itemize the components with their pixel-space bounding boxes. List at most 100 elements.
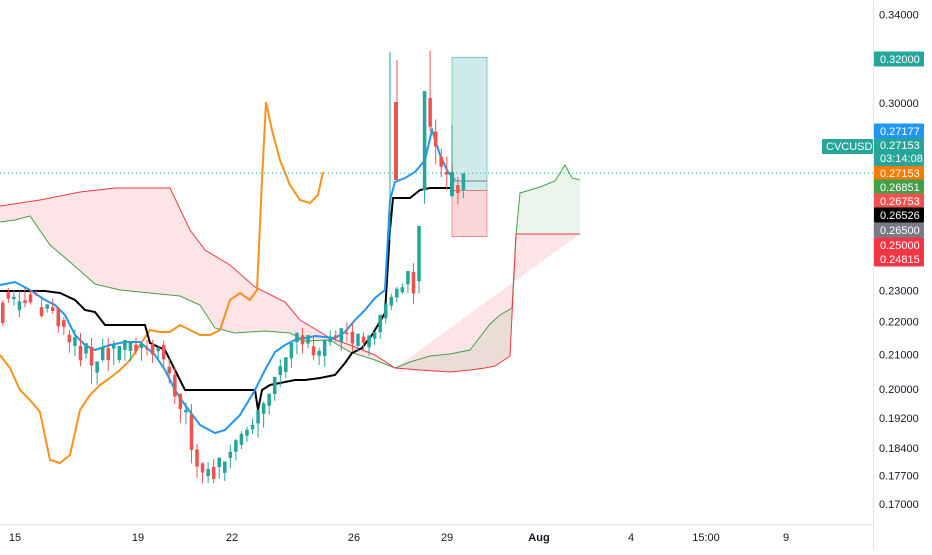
- last-price-badge: [874, 138, 924, 166]
- candle-body: [95, 361, 99, 373]
- candle-body: [39, 307, 44, 316]
- candle-body: [134, 344, 138, 352]
- symbol-tag: [822, 139, 873, 154]
- price-badge: [874, 179, 924, 195]
- price-tick-label: 0.30000: [879, 98, 919, 110]
- candle-body: [45, 304, 49, 309]
- candle-body: [100, 347, 105, 360]
- candle-body: [89, 346, 94, 366]
- candle-body: [295, 332, 299, 343]
- candle-body: [50, 307, 55, 311]
- candle-body: [356, 333, 360, 346]
- candle-body: [334, 335, 338, 337]
- price-tick-label: 0.23000: [879, 285, 919, 297]
- price-badge: [874, 193, 924, 209]
- symbol-tag-label: CVCUSDT: [826, 141, 879, 153]
- time-tick-label: 29: [441, 532, 453, 544]
- candle-body: [428, 98, 432, 127]
- price-tick-label: 0.22000: [879, 317, 919, 329]
- price-badge-label: 0.25000: [880, 240, 920, 252]
- price-tick-label: 0.18400: [879, 443, 919, 455]
- candle-body: [345, 332, 349, 335]
- candle-body: [267, 393, 271, 406]
- candle-body: [200, 463, 205, 473]
- price-badge: [874, 251, 924, 267]
- candle-body: [117, 345, 122, 360]
- candle-body: [17, 301, 22, 311]
- candle-body: [23, 300, 27, 304]
- time-tick-label: 15:00: [692, 532, 720, 544]
- candle-body: [167, 366, 172, 374]
- countdown-label: 03:14:08: [880, 153, 923, 165]
- candle-body: [450, 172, 454, 196]
- leading-span-a-line: [0, 164, 581, 369]
- candle-body: [361, 336, 366, 343]
- candle-body: [439, 156, 443, 167]
- candle-body: [67, 334, 72, 343]
- candle-body: [150, 343, 155, 355]
- candle-body: [34, 293, 38, 295]
- candle-body: [28, 294, 33, 303]
- price-tick-label: 0.20000: [879, 384, 919, 396]
- candle-body: [278, 366, 283, 376]
- cloud-bearish-fill: [0, 188, 580, 372]
- price-badge-label: 0.26500: [880, 225, 920, 237]
- candle-body: [78, 345, 83, 361]
- price-tick-label: 0.19200: [879, 413, 919, 425]
- candle-body: [350, 331, 355, 344]
- candle-body: [433, 131, 438, 147]
- price-axis[interactable]: 0.34000 0.30000 0.23000 0.22000 0.21000 0.200…: [879, 9, 919, 510]
- candle-body: [56, 307, 61, 327]
- candle-body: [306, 335, 310, 344]
- candle-body: [422, 91, 427, 191]
- price-badge: [874, 165, 924, 181]
- candle-body: [284, 357, 288, 372]
- time-tick-label: 9: [783, 532, 789, 544]
- price-badges: 0.32000 0.27177 0.27153 0.26851 0.26753 0.265…: [822, 51, 924, 267]
- candle-body: [178, 393, 183, 410]
- candle-body: [250, 424, 255, 430]
- price-tick-label: 0.17000: [879, 499, 919, 511]
- candle-body: [339, 328, 344, 343]
- candle-body: [189, 414, 194, 450]
- candle-body: [106, 348, 110, 360]
- candle-body: [311, 346, 316, 356]
- candle-body: [289, 342, 294, 359]
- price-badge-label: 0.27153: [880, 168, 920, 180]
- base-line: [0, 187, 450, 411]
- candle-body: [328, 336, 332, 342]
- price-badge-label: 0.26526: [880, 210, 920, 222]
- time-tick-label: Aug: [528, 532, 549, 544]
- candle-body: [211, 466, 216, 479]
- target-zone: [451, 56, 488, 191]
- candle-body: [84, 343, 88, 354]
- candles: [1, 50, 466, 484]
- candle-body: [184, 409, 188, 413]
- candle-body: [239, 433, 244, 445]
- price-badge-label: 0.26753: [880, 196, 920, 208]
- candle-body: [223, 461, 227, 473]
- lagging-span-line: [0, 101, 324, 465]
- candle-body: [256, 410, 260, 424]
- time-axis[interactable]: 15 19 22 26 29 Aug 4 15:00 9: [9, 532, 789, 544]
- price-badge: [874, 222, 924, 238]
- candle-body: [112, 345, 116, 349]
- trade-box: [451, 56, 488, 237]
- candle-body: [195, 449, 199, 467]
- cloud-bullish-fill: [395, 165, 580, 372]
- candle-body: [161, 344, 166, 360]
- candle-body: [261, 403, 266, 414]
- candle-body: [367, 335, 371, 348]
- time-tick-label: 26: [348, 532, 360, 544]
- last-price-label: 0.27153: [880, 140, 920, 152]
- candle-body: [456, 185, 460, 194]
- candle-body: [411, 271, 416, 294]
- candle-body: [62, 320, 66, 327]
- stop-zone: [451, 190, 488, 237]
- time-tick-label: 4: [628, 532, 634, 544]
- time-tick-label: 22: [226, 532, 238, 544]
- candle-body: [300, 335, 305, 345]
